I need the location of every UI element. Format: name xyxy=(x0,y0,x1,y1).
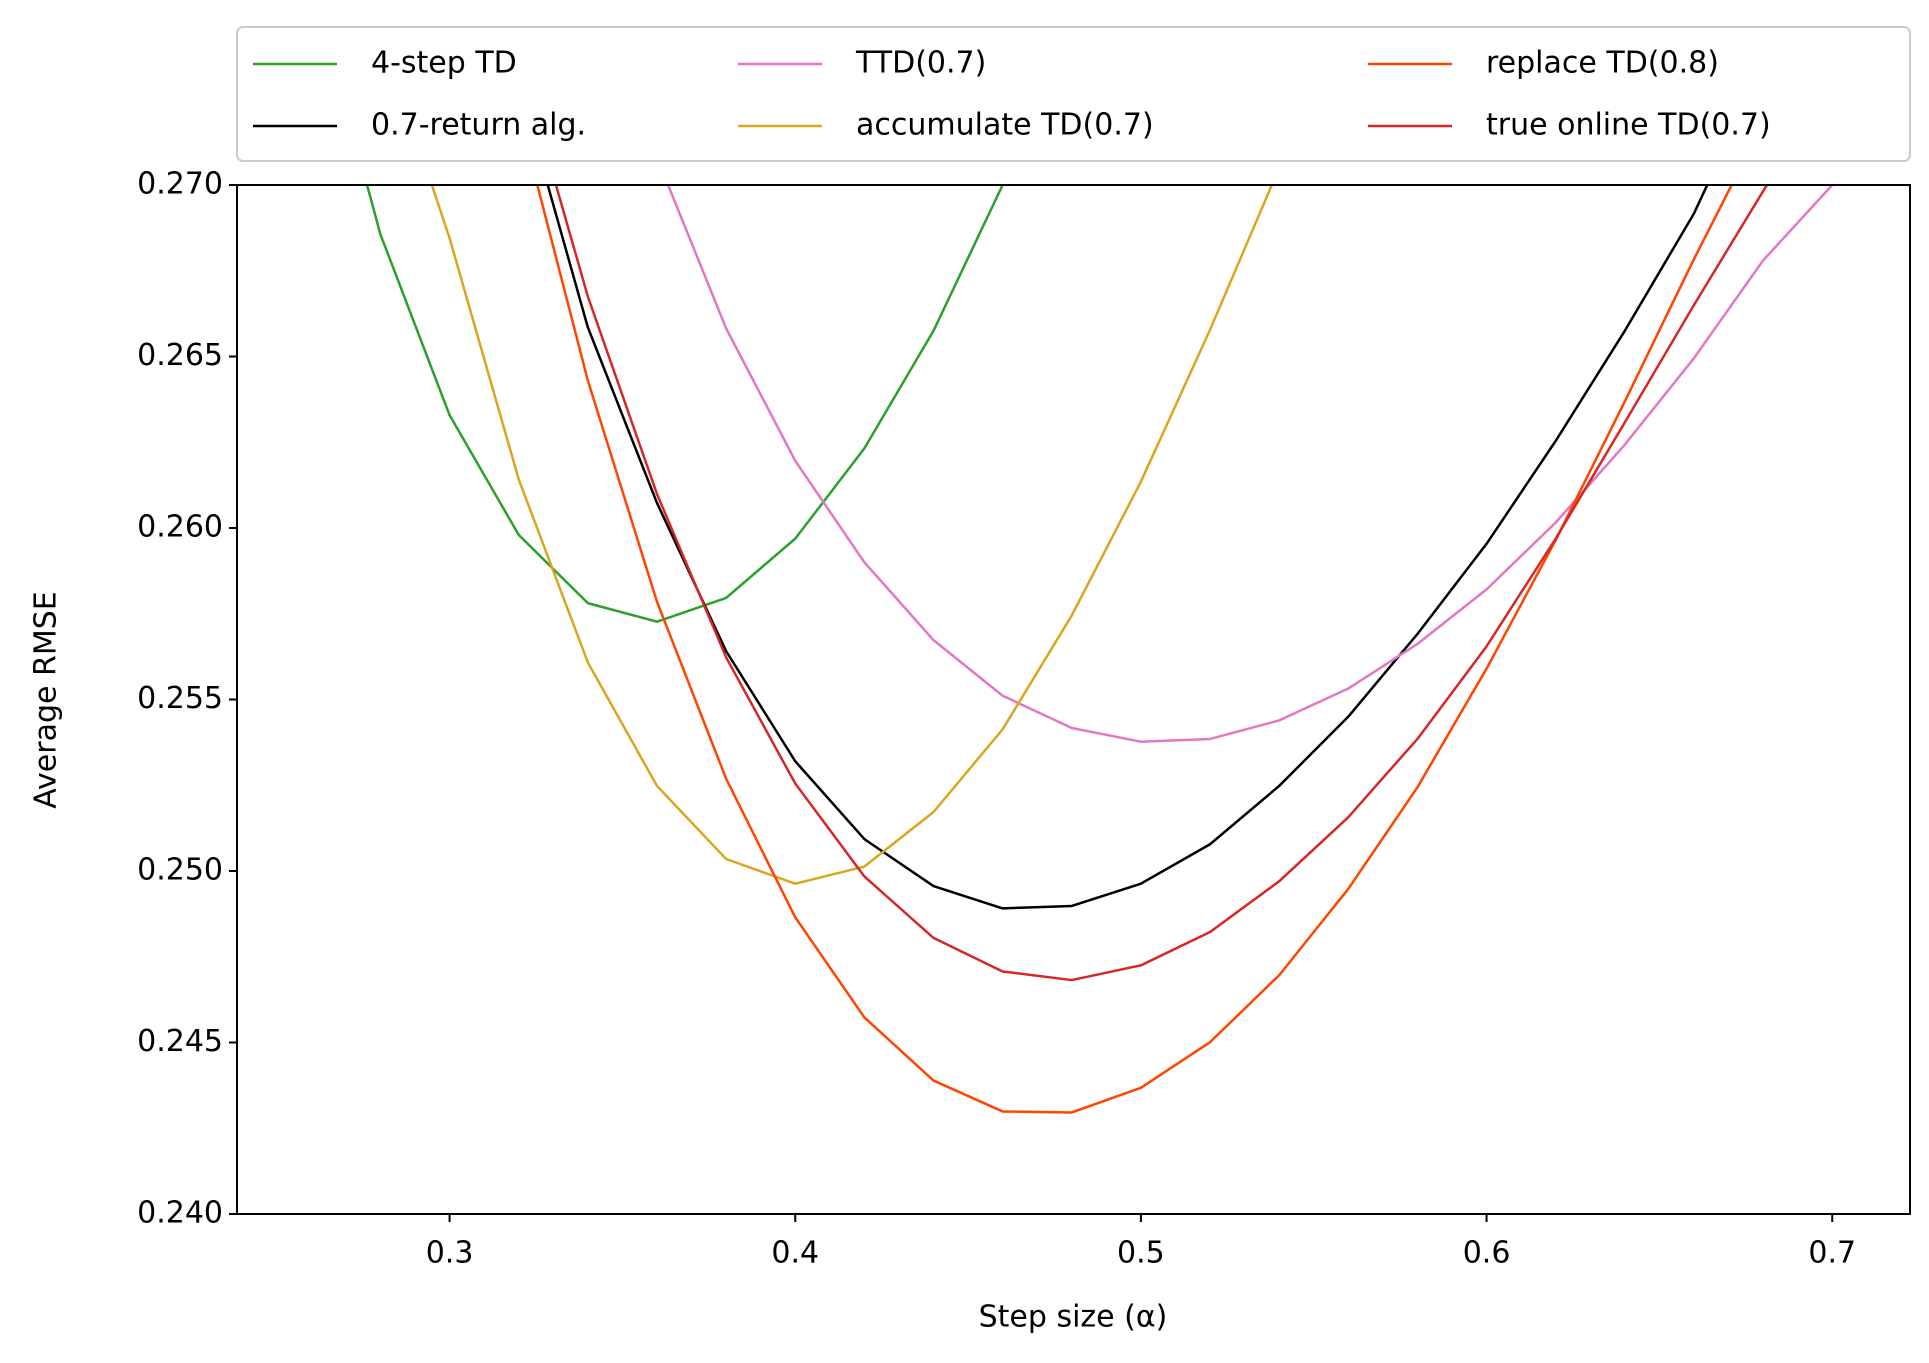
y-tick-label: 0.255 xyxy=(137,681,223,716)
y-tick-label: 0.265 xyxy=(137,338,223,373)
x-tick-label: 0.5 xyxy=(1117,1236,1165,1271)
y-tick-label: 0.260 xyxy=(137,510,223,545)
legend-label: TTD(0.7) xyxy=(855,46,986,81)
y-tick-label: 0.270 xyxy=(137,167,223,202)
plot-lines xyxy=(365,185,1834,1114)
y-axis-label: Average RMSE xyxy=(29,591,64,808)
x-tick-label: 0.4 xyxy=(771,1236,819,1271)
x-tick-label: 0.3 xyxy=(426,1236,474,1271)
x-tick-label: 0.6 xyxy=(1463,1236,1511,1271)
series-line xyxy=(554,185,1769,982)
y-tick-label: 0.240 xyxy=(137,1196,223,1231)
series-line xyxy=(430,185,1274,885)
y-tick-label: 0.245 xyxy=(137,1024,223,1059)
series-line xyxy=(365,185,1005,623)
y-tick-label: 0.250 xyxy=(137,853,223,888)
legend-label: replace TD(0.8) xyxy=(1486,46,1719,81)
legend-label: accumulate TD(0.7) xyxy=(856,108,1154,143)
legend-label: true online TD(0.7) xyxy=(1486,108,1771,143)
series-line xyxy=(546,185,1709,910)
plot-frame xyxy=(236,184,1911,1215)
series-line xyxy=(666,185,1834,743)
legend-box xyxy=(236,26,1911,162)
legend-label: 0.7-return alg. xyxy=(371,108,586,143)
series-line xyxy=(536,185,1734,1114)
legend-label: 4-step TD xyxy=(371,46,517,81)
x-tick-label: 0.7 xyxy=(1808,1236,1856,1271)
x-axis-label: Step size (α) xyxy=(979,1300,1168,1335)
